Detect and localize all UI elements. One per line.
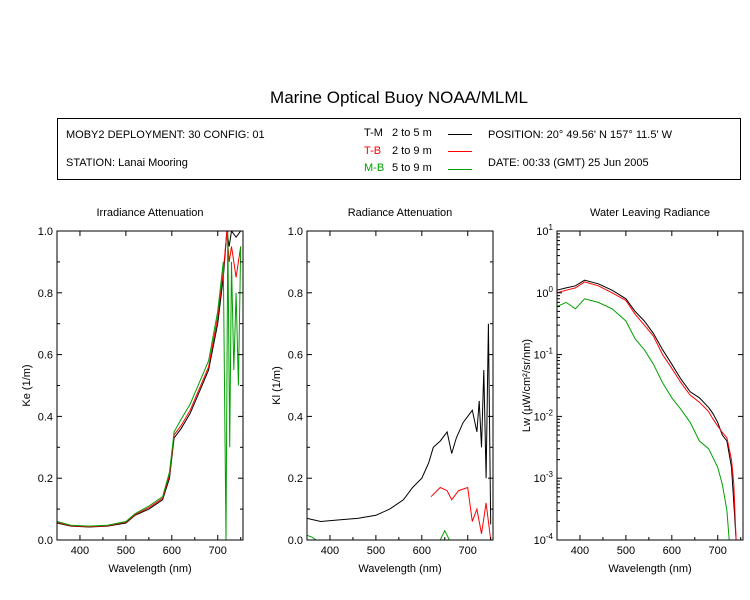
- x-axis-label: Wavelength (nm): [358, 563, 441, 575]
- series-line-1: [57, 231, 242, 528]
- legend-range-tm: 2 to 5 m: [392, 127, 432, 139]
- position-text: POSITION: 20° 49.56' N 157° 11.5' W: [488, 129, 672, 141]
- series-line-1: [557, 279, 741, 540]
- deployment-text: MOBY2 DEPLOYMENT: 30 CONFIG: 01: [66, 129, 265, 141]
- x-tick-label: 600: [663, 545, 681, 557]
- x-tick-label: 400: [571, 545, 589, 557]
- x-axis-label: Wavelength (nm): [108, 563, 191, 575]
- chart-2: Radiance Attenuation 400 500 600 700 0.0 0.2 0.…: [271, 207, 494, 575]
- plot-frame: [56, 230, 244, 541]
- page-title: Marine Optical Buoy NOAA/MLML: [270, 88, 528, 107]
- x-tick-label: 700: [209, 545, 227, 557]
- series-line-3: [557, 298, 732, 540]
- y-tick-label: 0.2: [288, 473, 303, 485]
- plot-frame: [556, 230, 744, 541]
- y-tick-label: 0.8: [38, 288, 53, 300]
- series-line-2: [430, 486, 492, 540]
- y-tick-label: 10-4: [534, 532, 554, 547]
- y-axis-label: Lw (µW/cm²/sr/nm): [521, 339, 533, 432]
- y-tick-label: 0.2: [38, 473, 53, 485]
- y-tick-label: 10-1: [534, 347, 554, 362]
- x-axis-label: Wavelength (nm): [608, 563, 691, 575]
- series-line-1: [307, 323, 492, 525]
- y-tick-label: 10-3: [534, 470, 554, 485]
- chart-title: Water Leaving Radiance: [590, 207, 710, 219]
- legend-code-tb: T-B: [364, 145, 382, 157]
- chart-1: Irradiance Attenuation 400 500 600 700 0.0 0.2…: [21, 207, 244, 575]
- chart-title: Irradiance Attenuation: [96, 207, 203, 219]
- station-text: STATION: Lanai Mooring: [66, 157, 188, 169]
- y-tick-label: 0.8: [288, 288, 303, 300]
- legend-line-tm: [448, 134, 472, 135]
- series-line-3: [307, 529, 450, 540]
- chart-title: Radiance Attenuation: [348, 207, 453, 219]
- y-tick-label: 101: [536, 223, 553, 238]
- x-tick-label: 500: [367, 545, 385, 557]
- series-line-3: [57, 231, 242, 540]
- legend-range-tb: 2 to 9 m: [392, 145, 432, 157]
- y-tick-label: 100: [536, 285, 553, 300]
- x-tick-label: 500: [617, 545, 635, 557]
- x-tick-label: 600: [163, 545, 181, 557]
- y-tick-label: 1.0: [38, 226, 53, 238]
- legend-line-tb: [448, 151, 472, 152]
- y-tick-label: 0.0: [38, 535, 53, 547]
- y-tick-label: 10-2: [534, 408, 554, 423]
- y-tick-label: 0.6: [288, 350, 303, 362]
- plot-frame: [306, 230, 494, 541]
- legend-line-mb: [448, 169, 472, 170]
- series-line-2: [57, 231, 242, 528]
- y-tick-label: 0.4: [38, 411, 53, 423]
- x-tick-label: 500: [117, 545, 135, 557]
- x-tick-label: 700: [709, 545, 727, 557]
- chart-3: Water Leaving Radiance 400 500 600 700 10-4 10…: [521, 207, 744, 575]
- legend-code-tm: T-M: [364, 127, 383, 139]
- y-tick-label: 0.6: [38, 350, 53, 362]
- legend-code-mb: M-B: [364, 162, 385, 174]
- x-tick-label: 400: [321, 545, 339, 557]
- x-tick-label: 400: [71, 545, 89, 557]
- y-tick-label: 0.0: [288, 535, 303, 547]
- date-text: DATE: 00:33 (GMT) 25 Jun 2005: [488, 157, 649, 169]
- y-axis-label: Kl (1/m): [271, 366, 283, 405]
- y-axis-label: Ke (1/m): [21, 364, 33, 406]
- y-tick-label: 0.4: [288, 411, 303, 423]
- x-tick-label: 700: [459, 545, 477, 557]
- x-tick-label: 600: [413, 545, 431, 557]
- info-box: MOBY2 DEPLOYMENT: 30 CONFIG: 01 STATION:…: [57, 118, 741, 180]
- series-line-2: [557, 281, 741, 540]
- y-tick-label: 1.0: [288, 226, 303, 238]
- legend-range-mb: 5 to 9 m: [392, 162, 432, 174]
